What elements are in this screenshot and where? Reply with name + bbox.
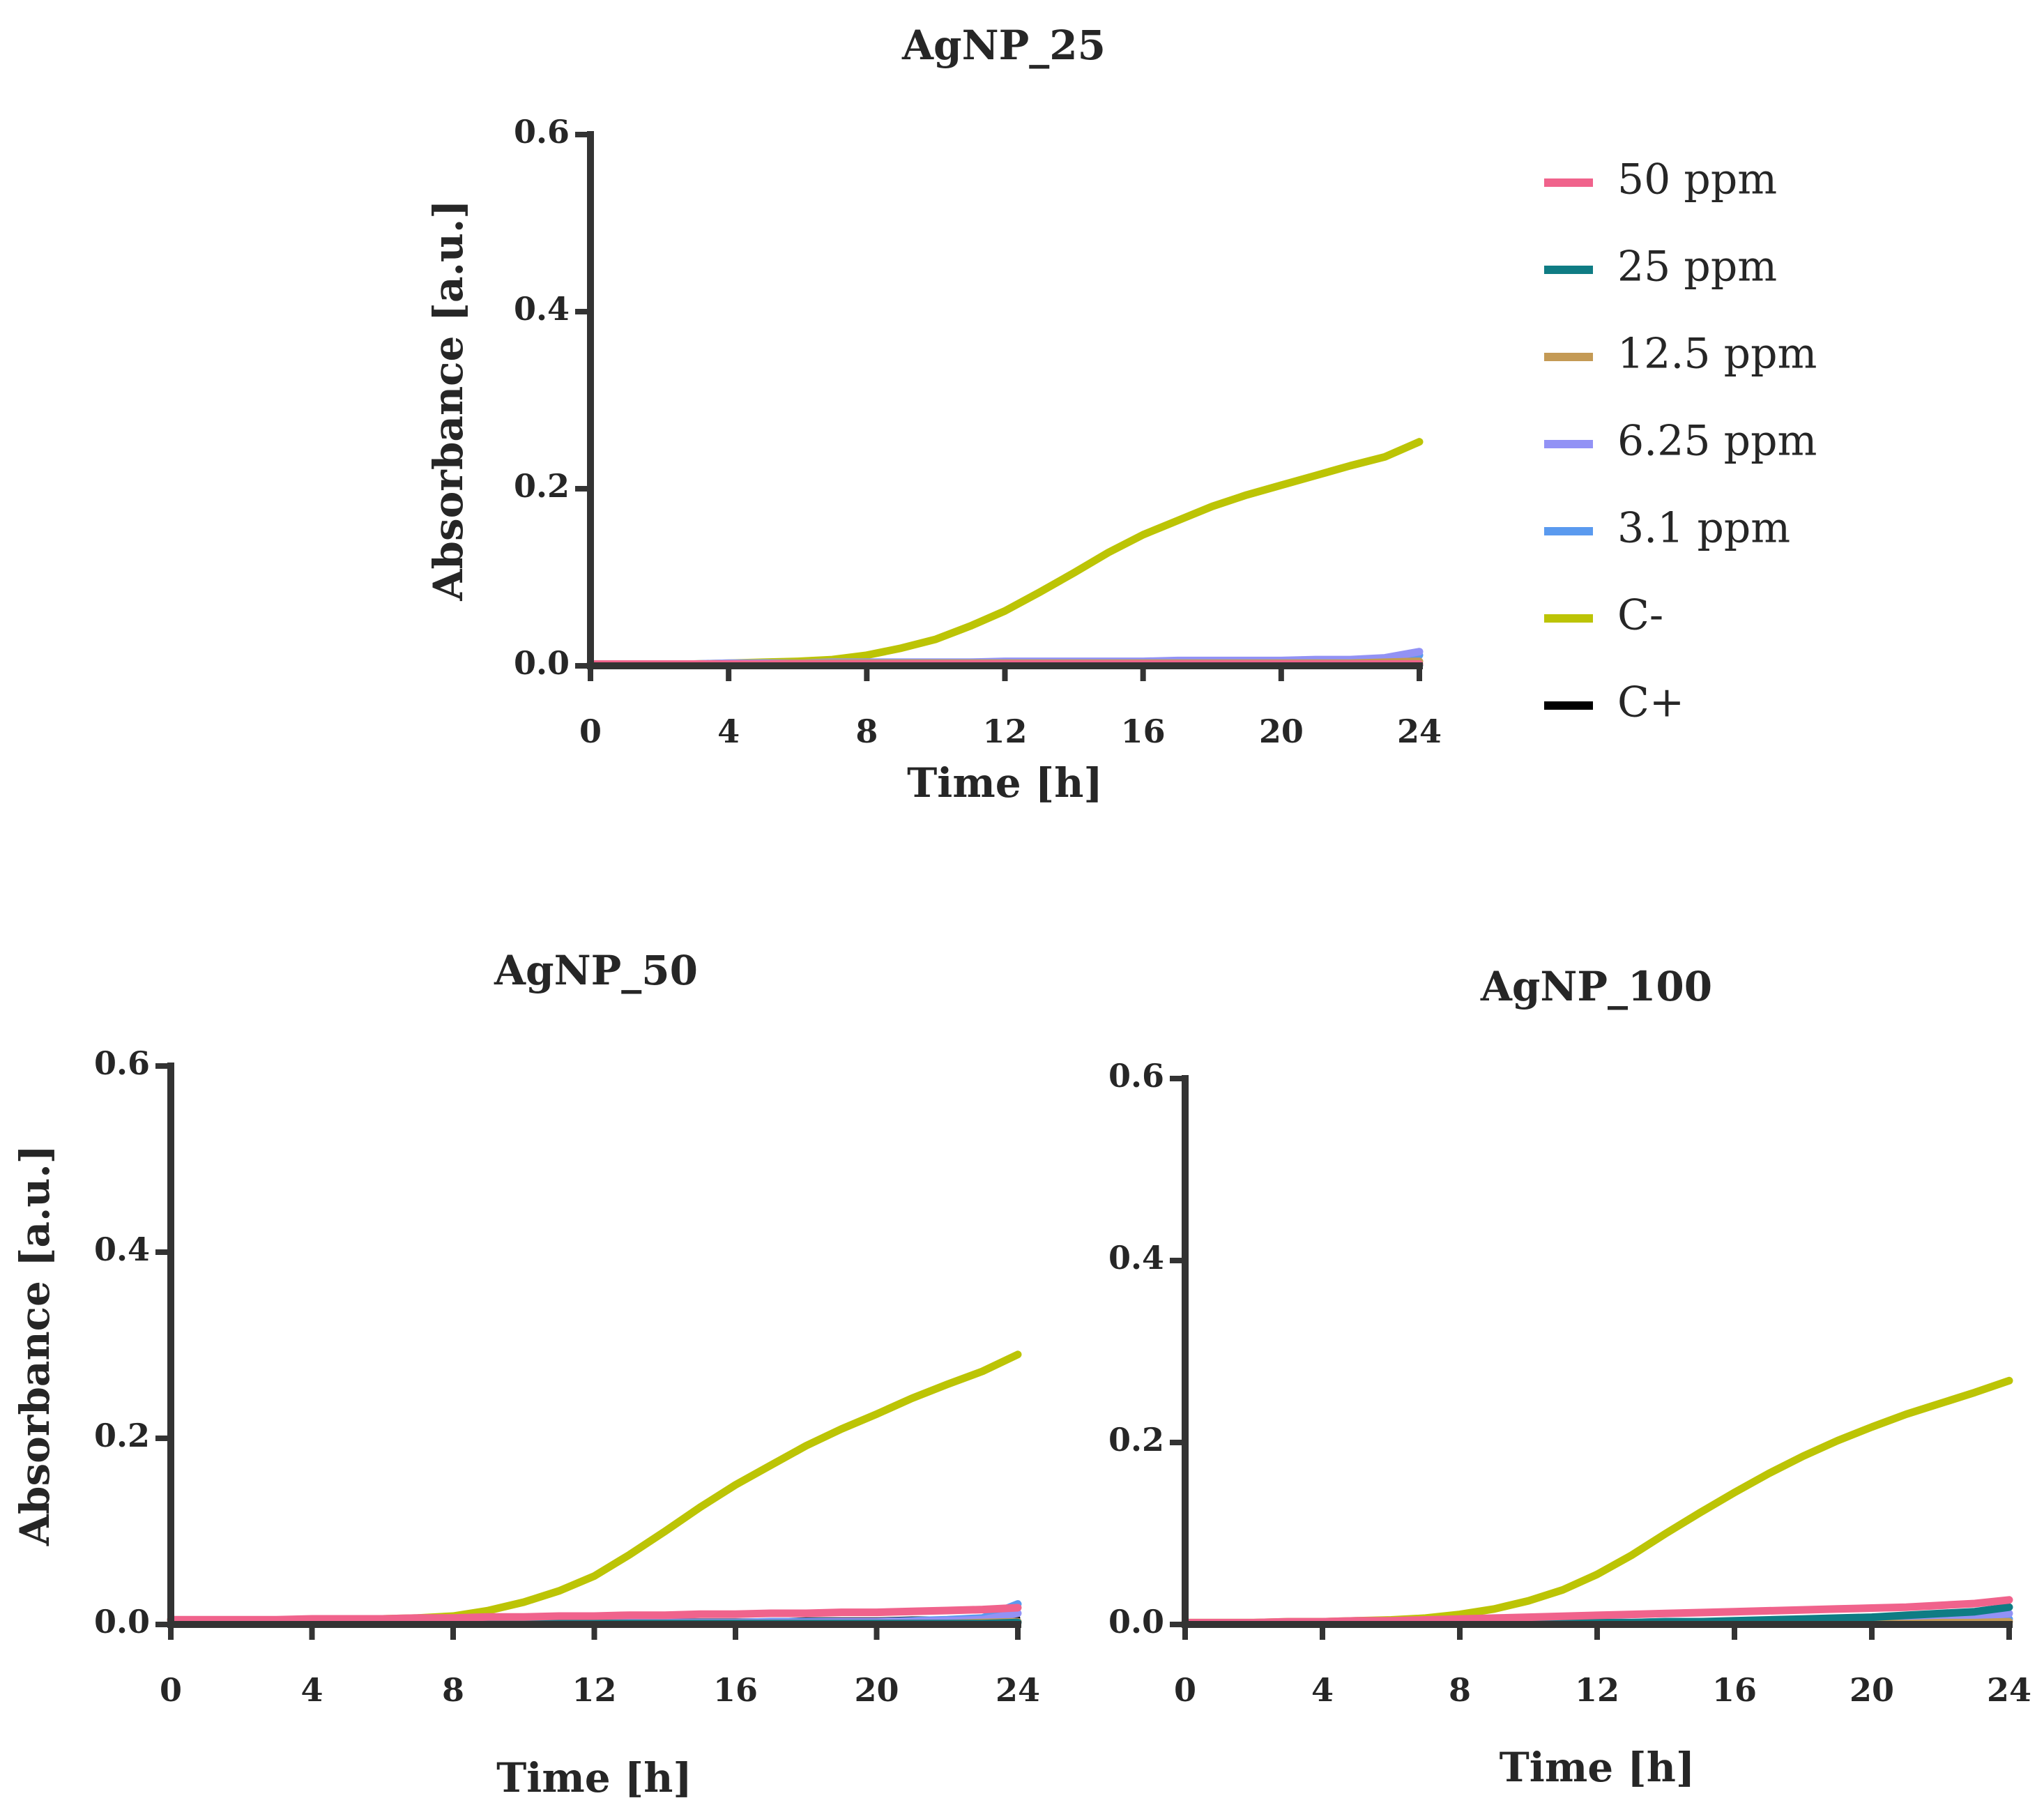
y-axis-title: Absorbance [a.u.] [425, 199, 472, 601]
series-line-50-ppm [167, 1604, 1022, 1624]
x-axis-title: Time [h] [496, 1754, 692, 1802]
series-line-c [1181, 1376, 2013, 1627]
y-tick-label: 0.2 [514, 467, 570, 505]
y-tick-label: 0.0 [514, 644, 570, 682]
series-line-c [167, 1350, 1022, 1625]
x-tick-label: 12 [572, 1671, 616, 1709]
legend-label: C- [1617, 591, 1663, 640]
y-tick-label: 0.2 [94, 1417, 150, 1454]
x-axis-title: Time [h] [907, 759, 1103, 807]
chart-agnp-25: AgNP_25 0 4 8 12 16 20 24 0.0 0.2 0.4 0.6 Time [h] Ab… [425, 22, 1442, 807]
y-tick-label: 0.6 [94, 1044, 150, 1082]
x-tick-label: 12 [1575, 1671, 1619, 1709]
x-tick-label: 16 [713, 1671, 758, 1709]
x-tick-label: 12 [982, 713, 1027, 750]
legend-item-6-25-ppm: 6.25 ppm [1544, 417, 1817, 466]
y-tick-label: 0.6 [1108, 1057, 1164, 1095]
x-tick-label: 0 [1174, 1671, 1196, 1709]
y-tick-label: 0.6 [514, 113, 570, 151]
x-tick-label: 16 [1712, 1671, 1757, 1709]
x-tick-label: 8 [442, 1671, 464, 1709]
y-tick-label: 0.4 [94, 1231, 150, 1268]
chart-title: AgNP_50 [494, 947, 698, 994]
y-tick-label: 0.0 [94, 1603, 150, 1640]
x-tick-label: 8 [855, 713, 878, 750]
legend-label: C+ [1617, 678, 1684, 727]
legend-item-c: C- [1544, 591, 1663, 640]
legend-item-c: C+ [1544, 678, 1684, 727]
chart-title: AgNP_25 [901, 22, 1106, 69]
legend-item-25-ppm: 25 ppm [1544, 243, 1777, 291]
x-tick-label: 8 [1449, 1671, 1471, 1709]
legend: 50 ppm 25 ppm 12.5 ppm 6.25 ppm 3.1 ppm C- C+ [1544, 155, 1817, 727]
legend-label: 6.25 ppm [1617, 417, 1817, 466]
x-tick-label: 20 [854, 1671, 899, 1709]
x-tick-label: 24 [996, 1671, 1040, 1709]
y-tick-label: 0.2 [1108, 1421, 1164, 1459]
chart-agnp-100: AgNP_100 0 4 8 12 16 20 24 0.0 0.2 0.4 0.6 Time [h] [1108, 963, 2031, 1791]
legend-item-50-ppm: 50 ppm [1544, 155, 1777, 204]
y-axis-title: Absorbance [a.u.] [11, 1145, 59, 1546]
x-tick-label: 20 [1259, 713, 1304, 750]
x-tick-label: 0 [160, 1671, 182, 1709]
x-tick-label: 0 [579, 713, 602, 750]
legend-label: 3.1 ppm [1617, 504, 1790, 553]
legend-item-12-5-ppm: 12.5 ppm [1544, 330, 1817, 379]
x-tick-label: 4 [717, 713, 740, 750]
chart-agnp-50: AgNP_50 0 4 8 12 16 20 24 0.0 0.2 0.4 0.6 Time [h] Ab… [11, 947, 1040, 1802]
y-tick-label: 0.4 [514, 290, 570, 328]
legend-label: 12.5 ppm [1617, 330, 1817, 379]
x-tick-label: 16 [1121, 713, 1166, 750]
x-tick-label: 20 [1849, 1671, 1894, 1709]
legend-item-3-1-ppm: 3.1 ppm [1544, 504, 1790, 553]
series-line-c [586, 438, 1424, 668]
x-tick-label: 24 [1987, 1671, 2031, 1709]
x-tick-label: 4 [1311, 1671, 1334, 1709]
y-tick-label: 0.4 [1108, 1239, 1164, 1277]
y-tick-label: 0.0 [1108, 1603, 1164, 1640]
legend-label: 25 ppm [1617, 243, 1777, 291]
x-tick-label: 24 [1397, 713, 1442, 750]
chart-title: AgNP_100 [1480, 963, 1712, 1010]
x-tick-label: 4 [300, 1671, 323, 1709]
legend-label: 50 ppm [1617, 155, 1777, 204]
x-axis-title: Time [h] [1500, 1744, 1695, 1791]
